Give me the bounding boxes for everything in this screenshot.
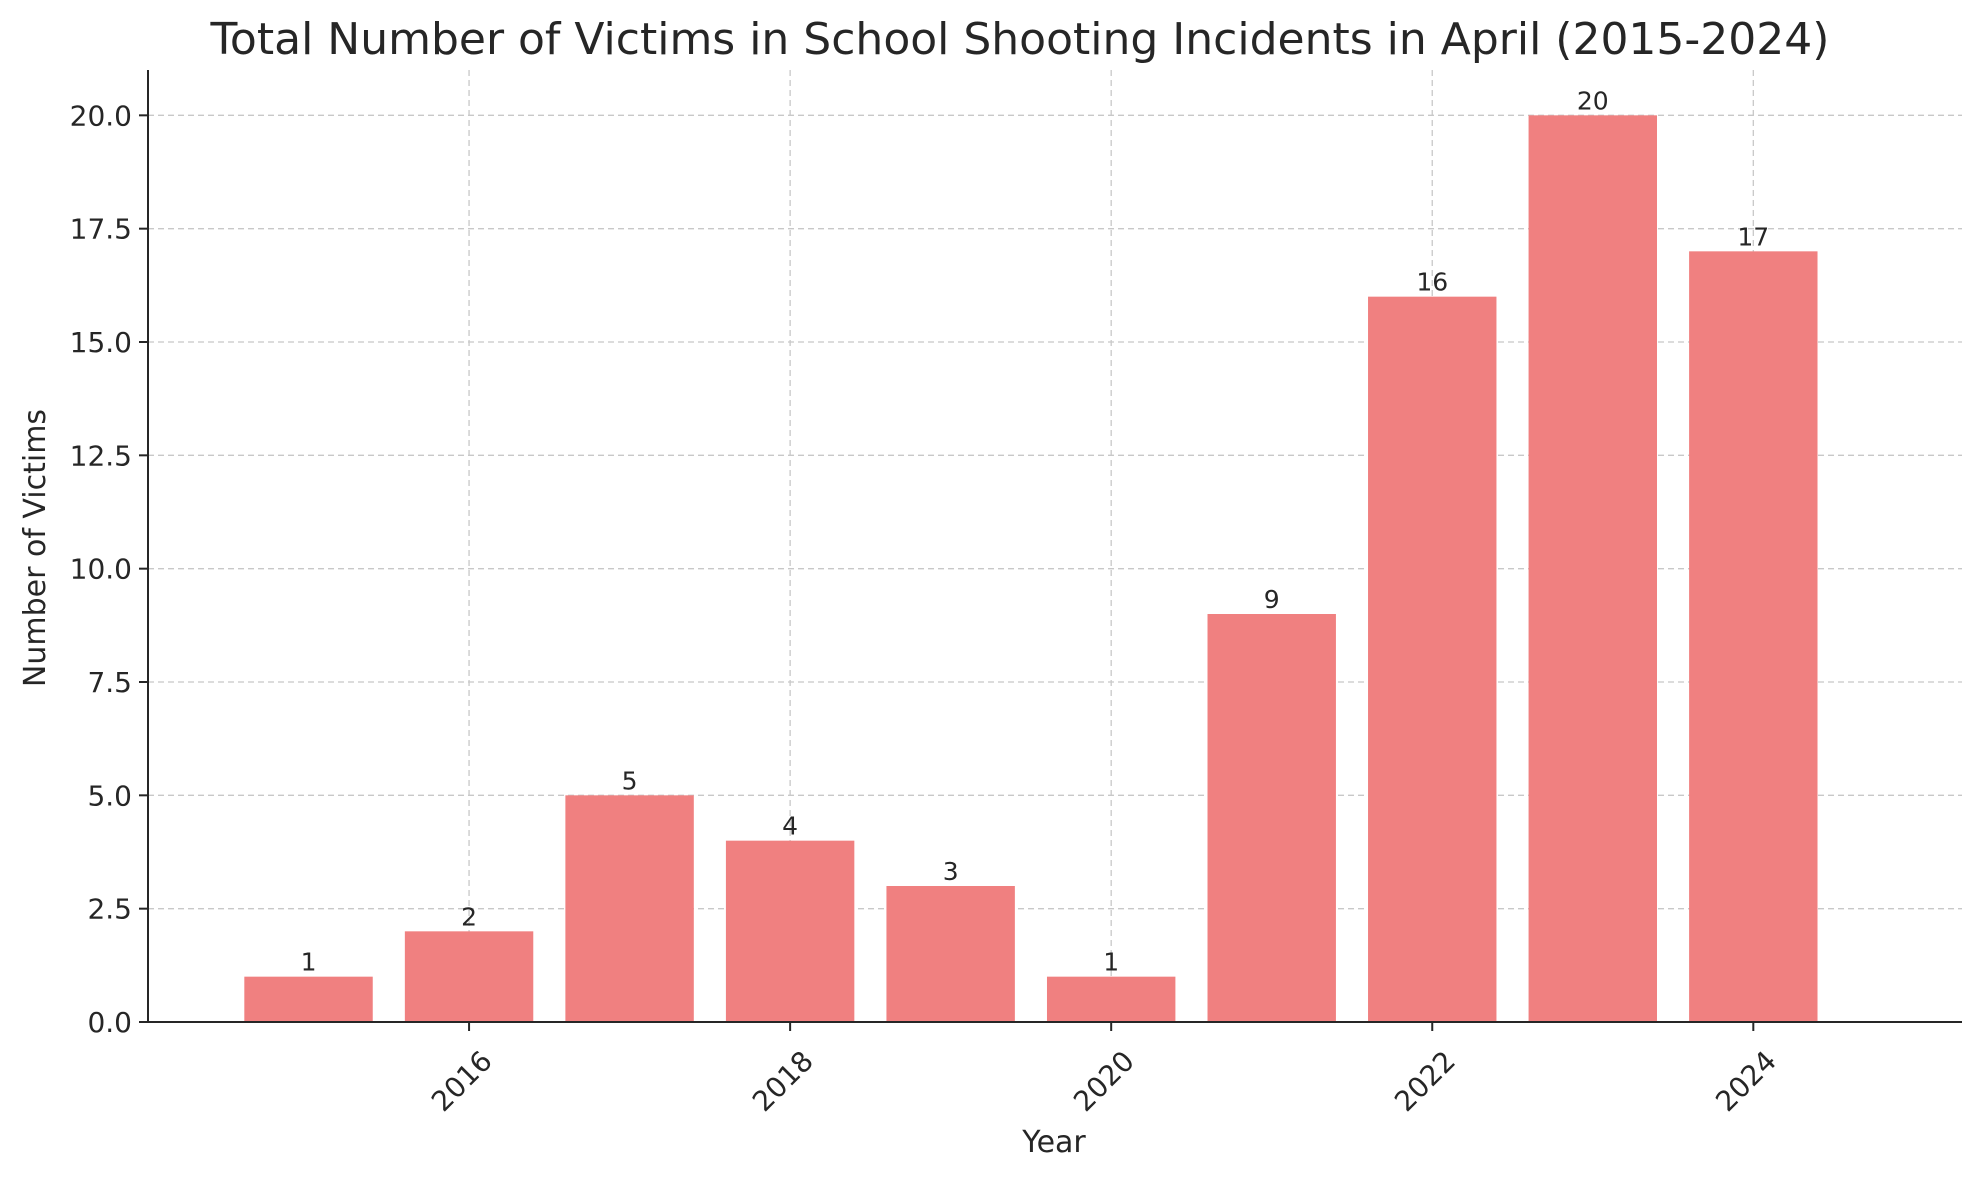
bar-2016 <box>404 931 534 1022</box>
x-axis-label: Year <box>1021 1125 1086 1160</box>
x-tick-label: 2024 <box>1709 1044 1783 1118</box>
y-tick-label: 20.0 <box>70 99 132 132</box>
data-label-2019: 3 <box>943 857 959 886</box>
y-axis-label: Number of Victims <box>18 409 53 687</box>
y-tick-label: 7.5 <box>87 666 132 699</box>
bar-2018 <box>725 840 855 1022</box>
data-labels-layer: 1 2 5 4 3 1 9 16 20 17 <box>301 86 1770 976</box>
data-label-2015: 1 <box>301 948 317 977</box>
bar-2023 <box>1528 115 1657 1023</box>
data-label-2023: 20 <box>1577 86 1609 115</box>
bar-2021 <box>1207 614 1336 1022</box>
x-tick-label: 2018 <box>746 1044 820 1118</box>
data-label-2021: 9 <box>1264 585 1280 614</box>
y-tick-label: 10.0 <box>70 553 132 586</box>
bar-2019 <box>886 886 1015 1022</box>
bar-2024 <box>1689 251 1818 1023</box>
data-label-2016: 2 <box>461 902 477 931</box>
data-label-2020: 1 <box>1103 948 1119 977</box>
y-tick-label: 15.0 <box>70 326 132 359</box>
y-tick-label: 5.0 <box>87 779 132 812</box>
x-tick-label: 2020 <box>1067 1044 1141 1118</box>
data-label-2018: 4 <box>782 812 798 841</box>
chart-title: Total Number of Victims in School Shooti… <box>210 14 1830 65</box>
bars-layer <box>244 115 1818 1023</box>
bar-2017 <box>565 795 694 1022</box>
data-label-2022: 16 <box>1416 268 1448 297</box>
x-tick-label: 2022 <box>1388 1044 1462 1118</box>
x-tick-label: 2016 <box>425 1044 499 1118</box>
y-tick-label: 0.0 <box>87 1006 132 1039</box>
data-label-2017: 5 <box>622 766 638 795</box>
y-tick-label: 17.5 <box>70 213 132 246</box>
bar-2020 <box>1046 976 1176 1022</box>
y-tick-label: 2.5 <box>87 893 132 926</box>
y-tick-label: 12.5 <box>70 439 132 472</box>
bar-2015 <box>244 976 373 1022</box>
data-label-2024: 17 <box>1737 222 1769 251</box>
bar-2022 <box>1368 296 1497 1023</box>
